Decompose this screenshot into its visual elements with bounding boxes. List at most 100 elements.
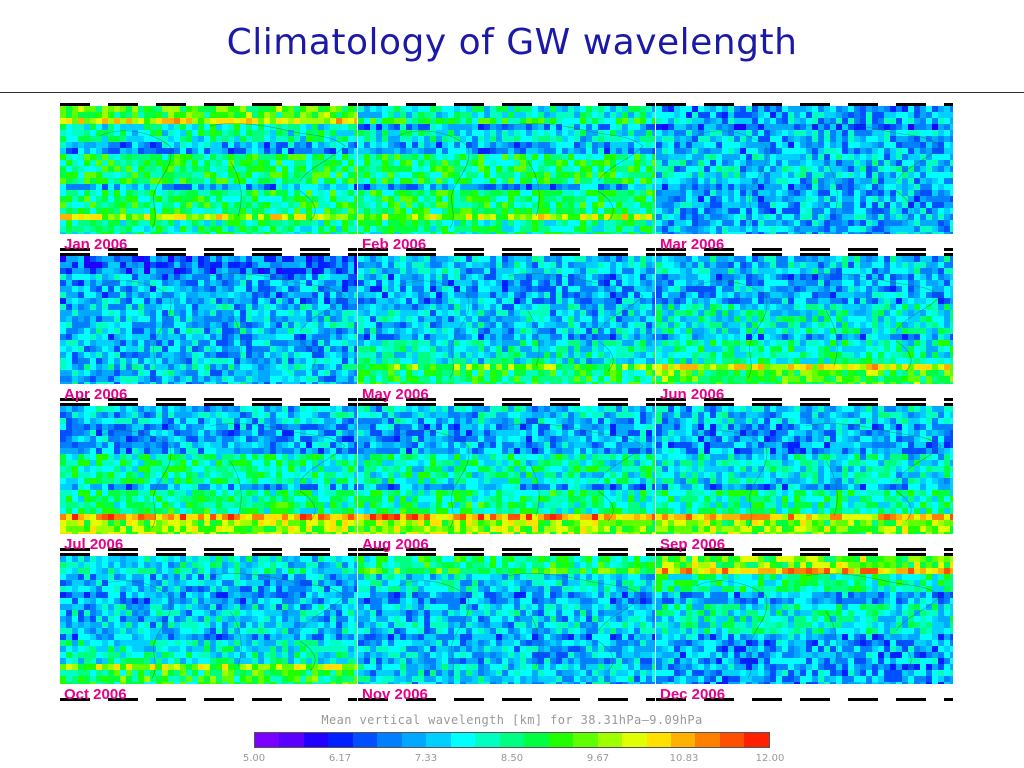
axis-tick-bar [60,698,357,701]
coastline-outline [397,273,644,379]
panel-month-label: May 2006 [362,386,429,403]
colorbar-swatch [597,733,623,747]
map-panel [358,556,655,684]
panel-month-label: Dec 2006 [660,686,726,703]
axis-tick-bar [656,548,953,551]
axis-tick-bar [358,553,655,556]
map-panel [60,556,357,684]
map-panel [60,106,357,234]
axis-tick-bar [358,548,655,551]
title-divider [0,92,1024,93]
colorbar-swatch [426,733,451,747]
colorbar-swatch [548,733,574,747]
colorbar-swatch [524,733,549,747]
axis-tick-bar [358,398,655,401]
map-heatmap [358,106,655,234]
coastline-outline [695,273,942,379]
axis-tick-bar [60,553,357,556]
panel-month-label: Apr 2006 [64,386,128,403]
colorbar-label: Mean vertical wavelength [km] for 38.31h… [321,713,703,727]
map-panel [358,106,655,234]
map-panel [656,406,953,534]
colorbar-swatch [719,733,745,747]
colorbar-tick-label: 12.00 [755,753,785,764]
axis-tick-bar [358,698,655,701]
axis-tick-bar [656,403,953,406]
coastline-outline [695,573,942,679]
panel-month-label: Jun 2006 [660,386,725,403]
coastline-outline [99,423,346,529]
panel-month-label: Mar 2006 [660,236,725,253]
panel-month-label: Feb 2006 [362,236,427,253]
panel-month-label: Aug 2006 [362,536,429,553]
map-panel [656,556,953,684]
map-panel [60,406,357,534]
colorbar-tick-label: 8.50 [500,753,524,764]
axis-tick-bar [656,698,953,701]
colorbar-swatch [695,733,720,747]
colorbar-tick-label: 9.67 [586,753,610,764]
axis-tick-bar [358,403,655,406]
map-heatmap [358,556,655,684]
axis-tick-bar [358,253,655,256]
map-panel [60,256,357,384]
axis-tick-bar [60,403,357,406]
panel-month-label: Sep 2006 [660,536,726,553]
colorbar-swatch [401,733,427,747]
map-heatmap [60,556,357,684]
colorbar-swatch [303,733,329,747]
panel-month-label: Jan 2006 [64,236,128,253]
colorbar-swatch [573,733,598,747]
map-heatmap [656,556,953,684]
map-panel [656,106,953,234]
map-panel [358,406,655,534]
colorbar-swatch [352,733,378,747]
colorbar-tick-label: 5.00 [242,753,266,764]
colorbar [254,732,770,748]
map-heatmap [358,256,655,384]
axis-tick-bar [656,253,953,256]
coastline-outline [99,573,346,679]
colorbar-swatch [670,733,696,747]
coastline-outline [695,123,942,229]
axis-tick-bar [358,103,655,106]
axis-tick-bar [358,248,655,251]
map-heatmap [656,106,953,234]
coastline-outline [99,123,346,229]
axis-tick-bar [60,253,357,256]
map-heatmap [358,406,655,534]
panel-month-label: Jul 2006 [64,536,124,553]
colorbar-swatch [279,733,304,747]
coastline-outline [99,273,346,379]
colorbar-tick-label: 10.83 [669,753,699,764]
colorbar-swatch [475,733,500,747]
colorbar-swatch [377,733,402,747]
map-heatmap [60,256,357,384]
map-heatmap [656,256,953,384]
coastline-outline [397,573,644,679]
map-heatmap [656,406,953,534]
colorbar-swatch [646,733,671,747]
colorbar-swatch [255,733,280,747]
colorbar-swatch [450,733,476,747]
axis-tick-bar [60,103,357,106]
axis-tick-bar [656,248,953,251]
page-title: Climatology of GW wavelength [226,22,798,63]
colorbar-tick-label: 7.33 [414,753,438,764]
map-panel [358,256,655,384]
colorbar-tick-label: 6.17 [328,753,352,764]
panel-month-label: Oct 2006 [64,686,127,703]
axis-tick-bar [656,553,953,556]
coastline-outline [397,423,644,529]
axis-tick-bar [60,398,357,401]
axis-tick-bar [60,248,357,251]
axis-tick-bar [60,548,357,551]
coastline-outline [695,423,942,529]
colorbar-swatch [499,733,525,747]
axis-tick-bar [656,103,953,106]
panel-month-label: Nov 2006 [362,686,428,703]
map-panel [656,256,953,384]
coastline-outline [397,123,644,229]
map-heatmap [60,406,357,534]
